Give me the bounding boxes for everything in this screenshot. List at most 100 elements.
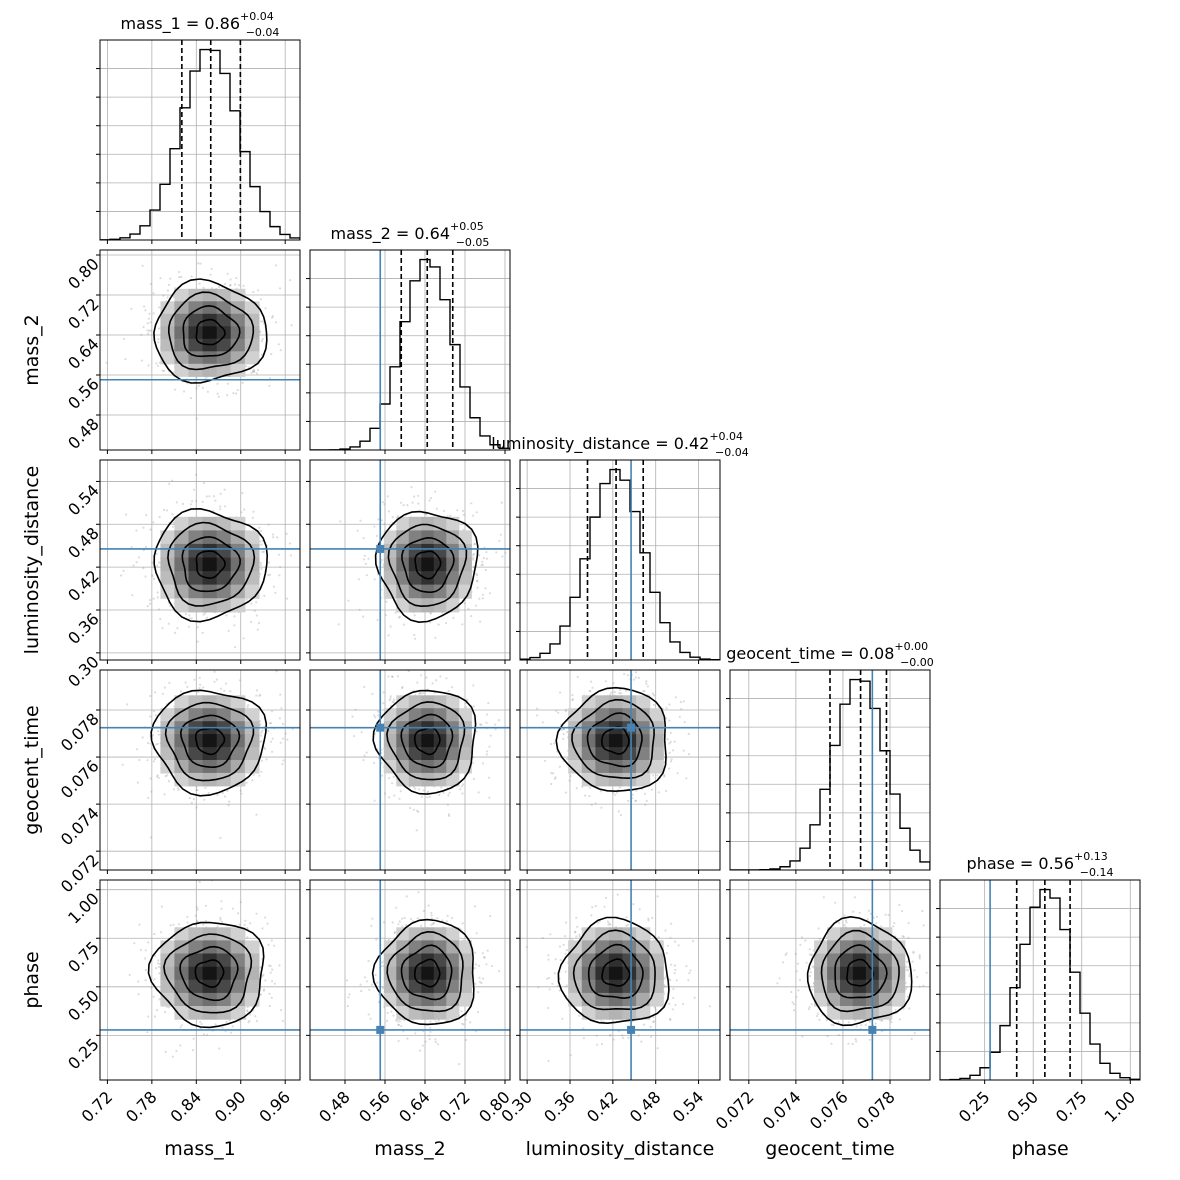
sample-point bbox=[489, 592, 492, 595]
sample-point bbox=[473, 542, 476, 545]
sample-point bbox=[184, 612, 187, 616]
sample-point bbox=[147, 364, 150, 367]
sample-point bbox=[481, 762, 484, 765]
sample-point bbox=[588, 786, 591, 789]
sample-point bbox=[571, 694, 574, 697]
sample-point bbox=[414, 787, 417, 790]
sample-point bbox=[164, 1050, 167, 1053]
sample-point bbox=[219, 918, 222, 921]
sample-point bbox=[197, 262, 200, 265]
sample-point bbox=[251, 779, 254, 782]
sample-point bbox=[385, 600, 388, 603]
sample-point bbox=[597, 666, 599, 668]
contour-level-2 bbox=[179, 714, 241, 769]
sample-point bbox=[233, 615, 236, 618]
density-cell bbox=[383, 747, 397, 761]
sample-point bbox=[156, 774, 159, 777]
contour-level-2 bbox=[400, 713, 454, 769]
sample-point bbox=[236, 389, 239, 392]
sample-point bbox=[669, 740, 672, 743]
sample-point bbox=[202, 686, 205, 689]
density-cell bbox=[230, 338, 246, 352]
sample-point bbox=[364, 562, 367, 565]
y-tick-label: 0.54 bbox=[64, 481, 103, 520]
sample-point bbox=[219, 916, 222, 919]
sample-point bbox=[194, 914, 197, 917]
sample-point bbox=[259, 993, 262, 996]
sample-point bbox=[216, 925, 219, 928]
density-cell bbox=[446, 772, 460, 787]
sample-point bbox=[176, 627, 179, 630]
sample-point bbox=[259, 564, 262, 567]
density-cell bbox=[188, 747, 204, 761]
title-lower: −0.04 bbox=[715, 446, 749, 459]
density-cell bbox=[396, 695, 410, 709]
sample-point bbox=[604, 680, 607, 683]
sample-point bbox=[144, 979, 147, 982]
sample-point bbox=[435, 679, 438, 682]
density-cell bbox=[174, 598, 190, 613]
sample-point bbox=[176, 787, 180, 790]
sample-point bbox=[157, 776, 160, 780]
sample-point bbox=[243, 923, 246, 926]
sample-point bbox=[146, 329, 149, 332]
sample-point bbox=[387, 634, 390, 637]
density-cell bbox=[188, 288, 204, 302]
sample-point bbox=[164, 775, 167, 778]
sample-point bbox=[452, 616, 455, 619]
sample-point bbox=[652, 703, 655, 707]
sample-point bbox=[282, 722, 285, 726]
contour-level-3 bbox=[571, 698, 655, 780]
sample-point bbox=[204, 904, 207, 907]
sample-point bbox=[258, 526, 261, 529]
density-cell bbox=[244, 351, 260, 365]
sample-point bbox=[144, 957, 147, 960]
sample-point bbox=[447, 813, 450, 816]
density-cell bbox=[421, 557, 435, 572]
sample-point bbox=[264, 979, 267, 982]
sample-point bbox=[657, 791, 660, 794]
sample-point bbox=[259, 573, 262, 576]
contour-level-2 bbox=[181, 536, 242, 593]
sample-point bbox=[156, 742, 159, 745]
sample-point bbox=[259, 330, 262, 333]
sample-point bbox=[268, 1004, 271, 1008]
sample-point bbox=[467, 607, 470, 610]
sample-point bbox=[449, 514, 452, 517]
sample-point bbox=[663, 775, 666, 778]
sample-point bbox=[472, 558, 475, 561]
sample-point bbox=[224, 282, 227, 286]
sample-point bbox=[250, 371, 253, 375]
sample-point bbox=[420, 795, 423, 798]
sample-point bbox=[126, 703, 129, 706]
sample-point bbox=[589, 680, 593, 683]
density-cell bbox=[581, 734, 596, 748]
sample-point bbox=[260, 567, 263, 570]
sample-point bbox=[179, 1026, 182, 1029]
sample-point bbox=[156, 596, 159, 599]
sample-point bbox=[252, 510, 255, 513]
title-main: mass_1 = 0.86 bbox=[121, 14, 240, 34]
panel-mass_2-mass_1: 0.480.560.640.720.80 bbox=[64, 249, 301, 454]
sample-point bbox=[158, 361, 161, 364]
density-cell bbox=[188, 760, 204, 774]
contour-level-4 bbox=[153, 278, 268, 384]
sample-point bbox=[192, 798, 195, 801]
density-cell bbox=[216, 288, 232, 302]
sample-point bbox=[420, 674, 423, 677]
density-cell bbox=[216, 363, 232, 377]
sample-point bbox=[497, 719, 501, 722]
sample-point bbox=[156, 564, 159, 567]
sample-point bbox=[494, 723, 497, 726]
sample-point bbox=[246, 936, 249, 939]
density-cell bbox=[608, 772, 624, 787]
sample-point bbox=[164, 1011, 167, 1014]
sample-point bbox=[414, 637, 417, 640]
sample-point bbox=[271, 968, 274, 971]
sample-point bbox=[280, 707, 283, 710]
sample-point bbox=[179, 690, 183, 693]
density-cell bbox=[160, 557, 176, 572]
sample-point bbox=[462, 513, 465, 516]
sample-point bbox=[625, 689, 628, 693]
sample-point bbox=[282, 759, 285, 762]
